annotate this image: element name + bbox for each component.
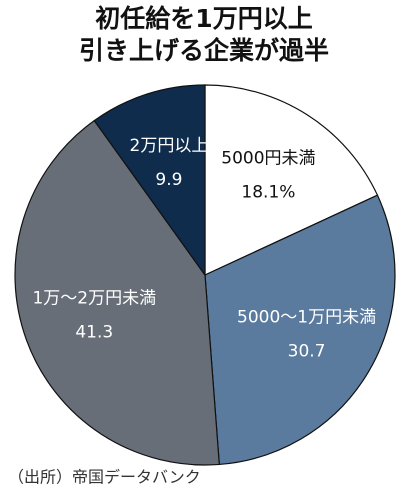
slice-value-label: 41.3 [75, 322, 113, 342]
slice-value-label: 30.7 [288, 342, 326, 362]
slice-label: 2万円以上 [130, 136, 209, 156]
slice-value-label: 18.1% [241, 183, 295, 203]
slice-label: 5000～1万円未満 [237, 308, 376, 328]
slice-label: 5000円未満 [221, 149, 315, 169]
pie-slice [93, 84, 206, 277]
pie-slice [14, 119, 220, 466]
slice-label: 1万～2万円未満 [32, 288, 156, 308]
pie-slice [204, 84, 379, 276]
chart-title: 初任給を1万円以上 [95, 4, 312, 33]
chart-title: 引き上げる企業が過半 [79, 36, 329, 65]
source: （出所）帝国データバンク [8, 468, 201, 487]
pie-slice [204, 194, 396, 466]
pie: 5000円未満 18.1% 5000～1万円未満 30.7 1万～2万円未満 41.3 2万… [14, 84, 396, 466]
slice-value-label: 9.9 [155, 170, 182, 190]
